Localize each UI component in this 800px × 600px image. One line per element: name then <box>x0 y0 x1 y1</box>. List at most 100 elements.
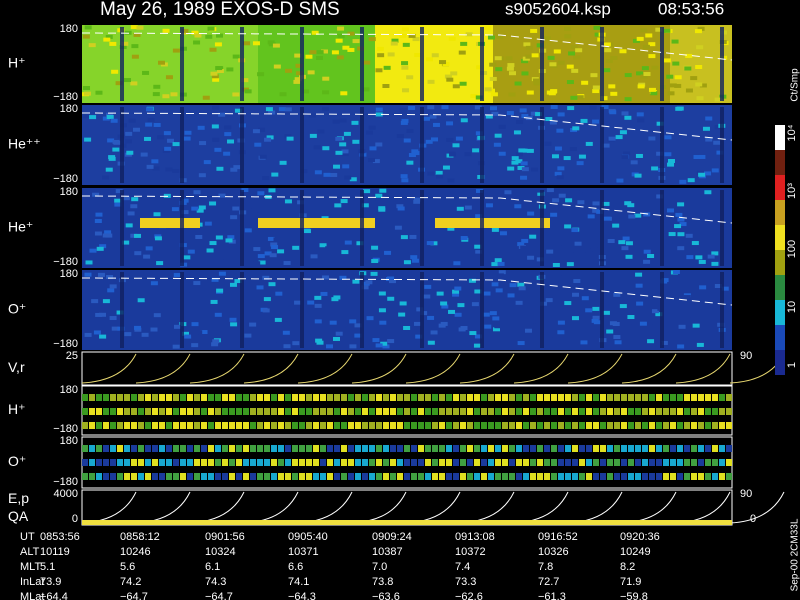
spectrogram-cell <box>153 313 161 318</box>
spectrogram-cell <box>647 339 655 344</box>
spectrogram-cell <box>474 253 482 258</box>
spectrogram-cell <box>274 317 282 322</box>
spectrogram-cell <box>594 32 602 37</box>
file-name: s9052604.ksp <box>505 0 611 18</box>
spectrogram-cell <box>492 316 500 321</box>
strip-cell <box>110 473 116 480</box>
spectrogram-cell <box>697 215 705 220</box>
spectrogram-cell <box>427 79 435 84</box>
spectrogram-cell <box>150 281 158 286</box>
spectrogram-cell <box>320 49 328 54</box>
strip-cell <box>726 459 732 466</box>
spectrogram-cell <box>262 275 270 280</box>
spectrogram-cell <box>446 121 454 126</box>
spectrogram-cell <box>143 254 151 259</box>
colorbar-tick: 10³ <box>786 183 798 199</box>
strip-cell <box>194 459 200 466</box>
spectrogram-cell <box>610 91 618 96</box>
spectrogram-cell <box>401 65 409 70</box>
spectrogram-cell <box>172 48 180 53</box>
spectrogram-cell <box>89 115 97 120</box>
spectrogram-cell <box>197 125 205 130</box>
spectrogram-cell <box>227 235 235 240</box>
spectrogram-cell <box>452 143 460 148</box>
spectrogram-cell <box>452 292 460 297</box>
spectrogram-cell <box>705 116 713 121</box>
spectrogram-cell <box>585 141 593 146</box>
spectrogram-cell <box>244 228 252 233</box>
spectrogram-cell <box>264 251 272 256</box>
axis-label: 180 <box>60 186 78 198</box>
spectrogram-cell <box>592 89 600 94</box>
spectrogram-cell <box>432 122 440 127</box>
strip-cell <box>334 445 340 452</box>
spectrogram-cell <box>147 297 155 302</box>
spectrogram-cell <box>385 277 393 282</box>
strip-cell <box>467 408 473 415</box>
strip-cell <box>481 394 487 401</box>
spectrogram-cell <box>639 321 647 326</box>
spin-trace <box>240 107 244 183</box>
spectrogram-cell <box>111 326 119 331</box>
strip-cell <box>117 473 123 480</box>
spectrogram-cell <box>430 137 438 142</box>
spectrogram-cell <box>441 304 449 309</box>
strip-cell <box>502 445 508 452</box>
strip-cell <box>194 408 200 415</box>
spectrogram-cell <box>697 26 705 31</box>
spectrogram-cell <box>430 241 438 246</box>
spin-trace <box>420 272 424 348</box>
spectrogram-cell <box>568 280 576 285</box>
spectrogram-cell <box>109 284 117 289</box>
axis-label: 180 <box>60 268 78 280</box>
spin-trace <box>480 27 484 101</box>
spectrogram-cell <box>455 136 463 141</box>
spectrogram-cell <box>337 26 345 31</box>
spectrogram-cell <box>576 95 584 100</box>
spectrogram-cell <box>448 309 456 314</box>
strip-cell <box>215 394 221 401</box>
spectrogram-cell <box>401 61 409 66</box>
spectrogram-cell <box>401 248 409 253</box>
spectrogram-cell <box>332 336 340 341</box>
strip-cell <box>201 459 207 466</box>
spectrogram-cell <box>142 70 150 75</box>
strip-cell <box>89 394 95 401</box>
strip-cell <box>313 394 319 401</box>
strip-cell <box>264 445 270 452</box>
spectrogram-cell <box>164 146 172 151</box>
strip-cell <box>509 473 515 480</box>
strip-cell <box>642 459 648 466</box>
strip-cell <box>719 445 725 452</box>
spectrogram-cell <box>491 262 499 267</box>
strip-cell <box>663 394 669 401</box>
spectrogram-cell <box>475 131 483 136</box>
spectrogram-cell <box>227 139 235 144</box>
spectrogram-cell <box>423 294 431 299</box>
spectrogram-cell <box>672 61 680 66</box>
spectrogram-cell <box>335 136 343 141</box>
strip-cell <box>187 459 193 466</box>
strip-cell <box>432 459 438 466</box>
spectrogram-cell <box>272 43 280 48</box>
row-header: InLat <box>20 576 44 588</box>
spectrogram-cell <box>327 229 335 234</box>
axis-label: 90 <box>740 488 752 500</box>
strip-cell <box>103 459 109 466</box>
spectrogram-cell <box>521 167 529 172</box>
spectrogram-cell <box>716 150 724 155</box>
spectrogram-cell <box>593 259 601 264</box>
spin-trace <box>720 27 724 101</box>
spectrogram-cell <box>283 344 291 349</box>
spectrogram-cell <box>550 105 558 110</box>
spectrogram-cell <box>408 33 416 38</box>
strip-cell <box>621 408 627 415</box>
spectrogram-cell <box>612 214 620 219</box>
strip-cell <box>600 459 606 466</box>
spectrogram-cell <box>675 106 683 111</box>
strip-cell <box>446 473 452 480</box>
strip-cell <box>215 459 221 466</box>
spectrogram-cell <box>401 27 409 32</box>
spectrogram-cell <box>627 315 635 320</box>
spin-trace <box>600 190 604 266</box>
